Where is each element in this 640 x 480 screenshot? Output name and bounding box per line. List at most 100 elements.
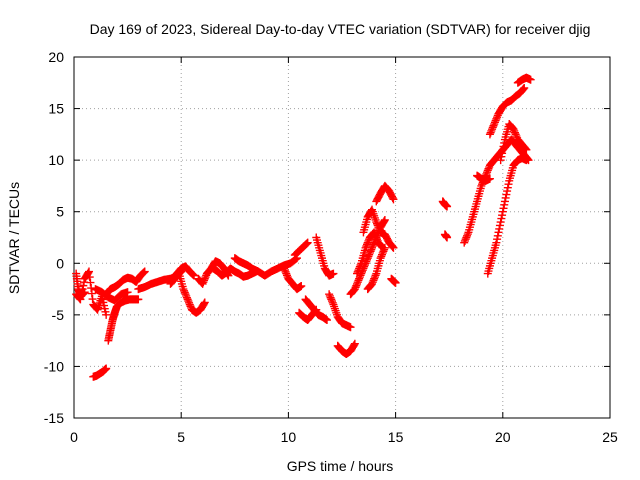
data-point — [85, 273, 94, 282]
data-point — [463, 231, 472, 240]
x-tick-label: 10 — [281, 429, 297, 445]
data-point — [518, 85, 527, 94]
data-point — [353, 267, 362, 276]
data-point — [484, 164, 493, 173]
data-point — [184, 297, 193, 306]
series-s18 — [312, 233, 338, 280]
data-point — [511, 130, 520, 139]
data-point — [198, 279, 207, 288]
data-point — [87, 289, 96, 298]
data-point — [504, 180, 513, 189]
data-point — [102, 364, 111, 373]
data-point — [490, 120, 499, 129]
data-point — [497, 152, 506, 161]
data-point — [87, 284, 96, 293]
data-point — [322, 316, 331, 325]
x-tick-label: 15 — [388, 429, 404, 445]
data-point — [493, 231, 502, 240]
series-s24 — [372, 181, 398, 206]
data-point — [374, 223, 383, 232]
data-point — [350, 340, 359, 349]
data-point — [370, 273, 379, 282]
data-point — [380, 243, 389, 252]
x-tick-label: 0 — [70, 429, 78, 445]
series-s30 — [473, 171, 494, 185]
data-point — [180, 286, 189, 295]
data-point — [485, 174, 494, 183]
data-point — [353, 278, 362, 287]
data-point — [486, 128, 495, 137]
data-point — [355, 264, 364, 273]
data-points — [72, 73, 535, 381]
data-point — [179, 285, 188, 294]
data-point — [366, 247, 375, 256]
data-point — [477, 181, 486, 190]
data-point — [483, 168, 492, 177]
x-tick-label: 5 — [177, 429, 185, 445]
data-point — [488, 125, 497, 134]
data-point — [351, 283, 360, 292]
series-s17 — [301, 295, 331, 325]
data-point — [364, 236, 373, 245]
data-point — [487, 126, 496, 135]
data-point — [503, 183, 512, 192]
data-point — [497, 214, 506, 223]
data-point — [199, 278, 208, 287]
data-point — [86, 278, 95, 287]
series-s6 — [91, 285, 132, 305]
data-point — [499, 142, 508, 151]
data-point — [373, 221, 382, 230]
data-point — [443, 233, 452, 242]
data-point — [190, 271, 199, 280]
data-point — [363, 240, 372, 249]
series-s27 — [438, 197, 452, 211]
x-tick-label: 25 — [602, 429, 618, 445]
data-point — [297, 281, 306, 290]
data-point — [200, 298, 209, 307]
data-point — [181, 290, 190, 299]
data-point — [350, 339, 359, 348]
data-point — [373, 219, 382, 228]
data-point — [526, 75, 535, 84]
grid — [74, 57, 610, 418]
data-point — [522, 156, 531, 165]
data-point — [185, 298, 194, 307]
series-s14 — [280, 264, 306, 294]
data-point — [522, 145, 531, 154]
data-point — [182, 293, 191, 302]
y-tick-label: -15 — [44, 410, 64, 426]
data-point — [500, 200, 509, 209]
data-point — [498, 149, 507, 158]
data-point — [489, 121, 498, 130]
data-point — [495, 224, 504, 233]
data-point — [483, 166, 492, 175]
data-point — [372, 233, 381, 242]
series-s16 — [295, 305, 321, 325]
data-point — [346, 323, 355, 332]
series-s34 — [496, 120, 531, 165]
plot-frame — [73, 56, 611, 419]
data-point — [85, 267, 94, 276]
data-point — [370, 230, 379, 239]
data-point — [391, 278, 400, 287]
data-point — [79, 281, 88, 290]
series-s9 — [172, 262, 199, 280]
data-point — [369, 276, 378, 285]
data-point — [326, 293, 335, 302]
data-point — [325, 291, 334, 300]
data-point — [368, 279, 377, 288]
series-s32 — [513, 73, 535, 87]
series-s28 — [440, 230, 452, 242]
data-point — [303, 238, 312, 247]
data-point — [491, 116, 500, 125]
x-tick-label: 20 — [495, 429, 511, 445]
data-point — [498, 145, 507, 154]
data-point — [368, 278, 377, 287]
data-point — [492, 238, 501, 247]
data-point — [371, 231, 380, 240]
data-point — [365, 250, 374, 259]
data-point — [519, 84, 528, 93]
data-point — [350, 285, 359, 294]
data-point — [354, 276, 363, 285]
data-point — [512, 132, 521, 141]
